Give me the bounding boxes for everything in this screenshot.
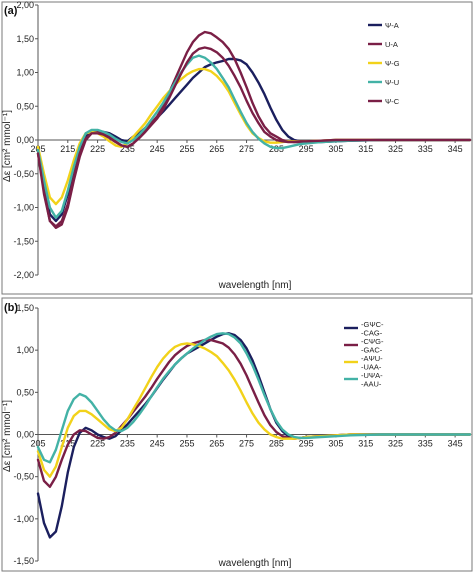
panel-a-legend-label-4: Ψ-C — [385, 97, 400, 106]
panel-b-label: (b) — [4, 302, 18, 314]
panel-a-x-tick-label: 295 — [299, 144, 314, 154]
panel-a-legend: Ψ-A U-A Ψ-G Ψ-U Ψ-C — [368, 21, 400, 106]
panel-a-y-tick-label: 1,50 — [16, 34, 34, 44]
panel-a-y-tick-label: -0,50 — [13, 169, 34, 179]
panel-b-y-tick-label: -1,50 — [13, 556, 34, 566]
panel-b-y-axis-title: Δε [cm² mmol⁻¹] — [2, 400, 13, 472]
panel-a-y-tick-label: 2,00 — [16, 0, 34, 10]
panel-b-y-tick-label: 1,50 — [16, 303, 34, 313]
panel-a-legend-label-2: Ψ-G — [385, 59, 400, 68]
panel-b-legend: -GΨC--CAG--CΨG--GAC--AΨU--UAA--UΨA--AAU- — [344, 320, 384, 388]
panel-a-x-tick-label: 305 — [328, 144, 343, 154]
panel-b-legend-label-3: -AAU- — [361, 379, 382, 388]
panel-a-series-line-4 — [36, 46, 472, 228]
panel-a-x-axis-title: wavelength [nm] — [218, 280, 292, 291]
panel-b-x-tick-label: 285 — [269, 439, 284, 449]
panel-b-x-tick-label: 245 — [150, 439, 165, 449]
panel-a-x-tick-label: 275 — [239, 144, 254, 154]
panel-b-x-tick-label: 335 — [418, 439, 433, 449]
panel-a-legend-label-1: U-A — [385, 40, 398, 49]
panel-b-x-tick-label: 265 — [209, 439, 224, 449]
panel-b-x-axis-title: wavelength [nm] — [218, 558, 292, 569]
panel-a-y-tick-label: -2,00 — [13, 270, 34, 280]
panel-b-y-tick-label: 0,50 — [16, 387, 34, 397]
panel-b-x-tick-label: 305 — [328, 439, 343, 449]
panel-b-x-tick-label: 295 — [299, 439, 314, 449]
panel-b-x-tick-label: 235 — [120, 439, 135, 449]
panel-a-x-tick-label: 255 — [179, 144, 194, 154]
panel-b-y-tick-label: 0,00 — [16, 430, 34, 440]
panel-a-x-tick-label: 235 — [120, 144, 135, 154]
panel-a-x-tick-label: 265 — [209, 144, 224, 154]
panel-a: (a) -2,00 -1,50 -1,00 -0,50 0,00 0,50 1,00 1,50… — [1, 0, 473, 295]
panel-b-legend-label-2: -UAA- — [361, 362, 382, 371]
panel-b-legend-label-3: -UΨA- — [361, 371, 383, 380]
panel-a-y-tick-label: 1,00 — [16, 68, 34, 78]
panel-b-x-tick-label: 255 — [179, 439, 194, 449]
panel-b-series-line-3 — [36, 332, 472, 464]
panel-a-x-tick-label: 225 — [90, 144, 105, 154]
panel-a-x-tick-label: 325 — [388, 144, 403, 154]
panel-b-legend-label-1: -GAC- — [361, 345, 383, 354]
panel-a-legend-label-0: Ψ-A — [385, 21, 399, 30]
panel-b-y-tick-label: -1,00 — [13, 514, 34, 524]
panel-b-x-tick-label: 315 — [358, 439, 373, 449]
panel-a-legend-label-3: Ψ-U — [385, 78, 399, 87]
panel-a-y-tick-label: -1,00 — [13, 203, 34, 213]
panel-b-legend-label-0: -CAG- — [361, 328, 383, 337]
panel-a-x-tick-label: 215 — [60, 144, 75, 154]
panel-b-x-tick-label: 225 — [90, 439, 105, 449]
panel-b-legend-label-2: -AΨU- — [361, 354, 383, 363]
panel-b-legend-label-1: -CΨG- — [361, 337, 384, 346]
panel-a-y-tick-label: 0,50 — [16, 101, 34, 111]
panel-a-label: (a) — [4, 5, 18, 17]
panel-a-x-tick-label: 345 — [448, 144, 463, 154]
panel-b-x-tick-label: 205 — [30, 439, 45, 449]
panel-b-y-tick-label: -0,50 — [13, 472, 34, 482]
panel-a-y-tick-label: 0,00 — [16, 135, 34, 145]
panel-a-y-tick-label: -1,50 — [13, 236, 34, 246]
panel-a-y-axis-title: Δε [cm² mmol⁻¹] — [2, 110, 13, 182]
panel-a-x-tick-label: 335 — [418, 144, 433, 154]
panel-a-series-line-3 — [36, 54, 472, 219]
panel-b-x-tick-label: 275 — [239, 439, 254, 449]
panel-a-x-tick-label: 315 — [358, 144, 373, 154]
panel-b-x-tick-label: 325 — [388, 439, 403, 449]
panel-b-y-tick-label: 1,00 — [16, 345, 34, 355]
panel-b-legend-label-0: -GΨC- — [361, 320, 384, 329]
panel-b-x-tick-label: 345 — [448, 439, 463, 449]
panel-a-x-tick-label: 245 — [150, 144, 165, 154]
